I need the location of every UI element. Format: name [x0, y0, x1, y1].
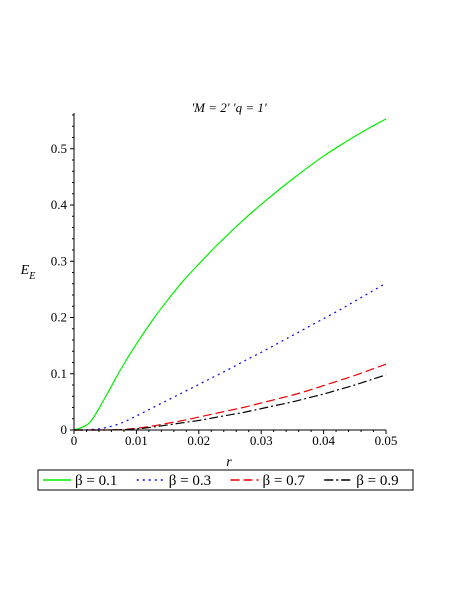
legend: β = 0.1 β = 0.3 β = 0.7 β = 0.9	[37, 469, 414, 491]
x-tick-label: 0.05	[375, 433, 398, 448]
x-axis-label: r	[226, 455, 232, 470]
chart-title: 'M = 2' 'q = 1'	[191, 100, 266, 115]
x-tick-label: 0.02	[187, 433, 210, 448]
legend-label: β = 0.9	[356, 473, 398, 489]
y-axis-label: EE	[20, 263, 36, 282]
legend-label: β = 0.7	[263, 473, 306, 489]
y-tick-label: 0	[61, 422, 68, 437]
x-tick-label: 0.01	[125, 433, 148, 448]
legend-box	[37, 469, 414, 491]
series-line	[74, 363, 387, 431]
series-line	[73, 282, 387, 431]
y-axis-label-main: E	[20, 263, 30, 278]
y-tick-label: 0.1	[51, 366, 67, 381]
x-tick-label: 0.03	[250, 433, 273, 448]
y-tick-label: 0.2	[51, 310, 67, 325]
y-tick-label: 0.4	[51, 197, 68, 212]
y-axis-label-subscript: E	[28, 271, 35, 282]
x-tick-label: 0.04	[312, 433, 335, 448]
x-tick-label: 0	[71, 433, 78, 448]
series-line	[73, 118, 387, 431]
y-tick-label: 0.3	[51, 253, 67, 268]
legend-label: β = 0.1	[75, 473, 117, 489]
y-tick-label: 0.5	[51, 141, 67, 156]
series-line	[74, 374, 387, 431]
legend-label: β = 0.3	[169, 473, 211, 489]
